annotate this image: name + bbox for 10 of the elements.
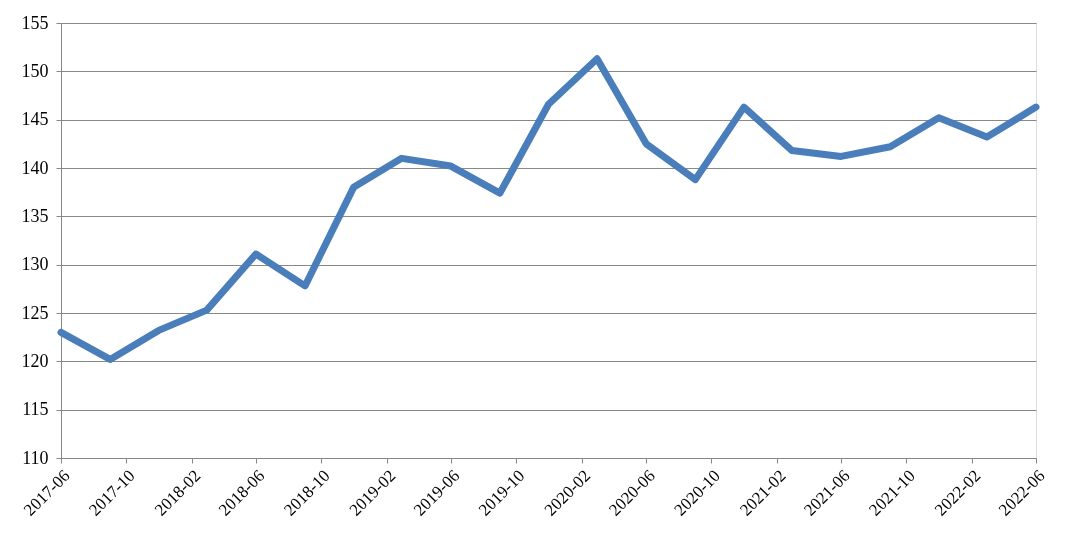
y-tick-label: 110 (22, 447, 49, 468)
y-tick-label: 125 (21, 302, 49, 323)
y-tick-label: 130 (21, 254, 49, 275)
y-tick-label: 135 (21, 205, 49, 226)
y-tick-label: 155 (21, 12, 49, 33)
y-tick-label: 150 (21, 60, 49, 81)
y-tick-label: 120 (21, 350, 49, 371)
y-tick-label: 140 (21, 157, 49, 178)
y-tick-label: 115 (22, 399, 49, 420)
y-tick-label: 145 (21, 109, 49, 130)
